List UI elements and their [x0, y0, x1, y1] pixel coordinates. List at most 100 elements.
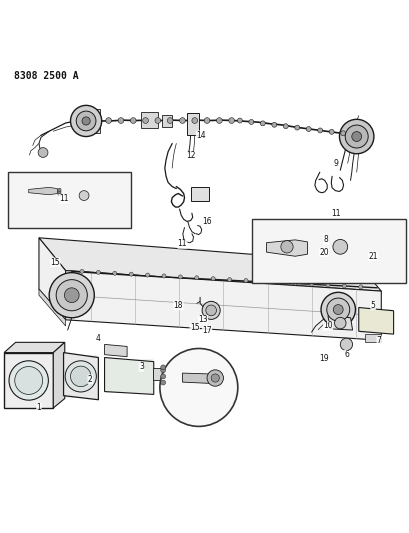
Bar	[252, 220, 405, 283]
Bar	[152, 368, 162, 381]
Text: 11: 11	[58, 195, 68, 204]
Circle shape	[309, 282, 313, 286]
Polygon shape	[327, 316, 352, 330]
Text: 20: 20	[318, 248, 328, 257]
Circle shape	[344, 125, 367, 148]
Circle shape	[333, 305, 342, 314]
Bar	[162, 115, 172, 127]
Circle shape	[260, 121, 265, 126]
Polygon shape	[266, 240, 307, 256]
Circle shape	[162, 274, 166, 278]
Circle shape	[56, 280, 87, 311]
Circle shape	[342, 284, 346, 288]
Circle shape	[160, 374, 165, 379]
Text: 19: 19	[318, 354, 328, 364]
Circle shape	[96, 270, 100, 274]
Circle shape	[228, 118, 234, 124]
Circle shape	[205, 305, 216, 316]
Polygon shape	[29, 188, 57, 195]
Text: 5: 5	[370, 301, 375, 310]
Circle shape	[211, 277, 215, 281]
Circle shape	[339, 338, 352, 351]
Polygon shape	[63, 353, 98, 400]
Circle shape	[160, 349, 237, 426]
Text: 8308 2500 A: 8308 2500 A	[14, 70, 79, 80]
Circle shape	[340, 131, 345, 136]
Bar	[364, 334, 380, 342]
Circle shape	[155, 118, 160, 124]
Text: 16: 16	[202, 217, 211, 226]
Bar	[8, 172, 131, 228]
Circle shape	[204, 118, 209, 124]
Circle shape	[328, 130, 333, 134]
Circle shape	[65, 361, 96, 392]
Text: 7: 7	[376, 336, 381, 345]
Circle shape	[82, 117, 90, 125]
Text: 1: 1	[36, 403, 41, 413]
Circle shape	[306, 126, 310, 132]
Text: 8: 8	[323, 236, 328, 244]
Text: 11: 11	[330, 209, 340, 217]
Circle shape	[76, 111, 96, 131]
Circle shape	[351, 132, 361, 141]
Circle shape	[332, 239, 347, 254]
Circle shape	[325, 283, 329, 287]
Text: 12: 12	[185, 151, 195, 160]
Polygon shape	[182, 373, 213, 383]
Polygon shape	[53, 342, 65, 408]
Circle shape	[243, 278, 247, 282]
Circle shape	[358, 285, 362, 289]
Circle shape	[49, 273, 94, 318]
Bar	[141, 112, 157, 128]
Circle shape	[38, 148, 48, 157]
Text: 17: 17	[202, 326, 211, 335]
Circle shape	[271, 122, 276, 127]
Circle shape	[58, 190, 61, 193]
Circle shape	[9, 361, 48, 400]
Circle shape	[58, 192, 61, 196]
Circle shape	[248, 119, 253, 124]
Circle shape	[191, 118, 197, 124]
Text: 11: 11	[177, 239, 187, 248]
Circle shape	[179, 118, 185, 124]
Polygon shape	[104, 358, 153, 394]
Circle shape	[130, 118, 136, 124]
Text: 18: 18	[173, 301, 183, 310]
Polygon shape	[4, 342, 65, 353]
Circle shape	[160, 380, 165, 385]
Circle shape	[118, 118, 124, 124]
Text: 9: 9	[333, 159, 338, 168]
Polygon shape	[358, 308, 393, 334]
Polygon shape	[39, 289, 65, 326]
Circle shape	[202, 301, 220, 319]
Circle shape	[142, 118, 148, 124]
Circle shape	[280, 241, 292, 253]
Circle shape	[79, 191, 89, 200]
Text: 4: 4	[96, 334, 101, 343]
Circle shape	[237, 118, 242, 123]
Circle shape	[317, 128, 322, 133]
Circle shape	[178, 275, 182, 279]
Circle shape	[145, 273, 149, 277]
Text: 15: 15	[50, 258, 60, 267]
Text: 13: 13	[198, 316, 207, 324]
Circle shape	[160, 365, 165, 370]
Circle shape	[167, 118, 173, 124]
Circle shape	[339, 119, 373, 154]
Circle shape	[294, 125, 299, 130]
Text: 2: 2	[88, 375, 92, 384]
Circle shape	[227, 278, 231, 281]
Circle shape	[207, 370, 223, 386]
Circle shape	[58, 188, 61, 191]
Circle shape	[292, 281, 297, 285]
Polygon shape	[4, 353, 53, 408]
Text: 3: 3	[139, 362, 144, 372]
Circle shape	[15, 367, 43, 394]
Circle shape	[283, 124, 288, 128]
Circle shape	[70, 106, 101, 136]
Circle shape	[320, 292, 355, 327]
Polygon shape	[39, 238, 65, 320]
Circle shape	[334, 317, 345, 329]
Text: 14: 14	[196, 131, 205, 140]
Circle shape	[129, 272, 133, 276]
